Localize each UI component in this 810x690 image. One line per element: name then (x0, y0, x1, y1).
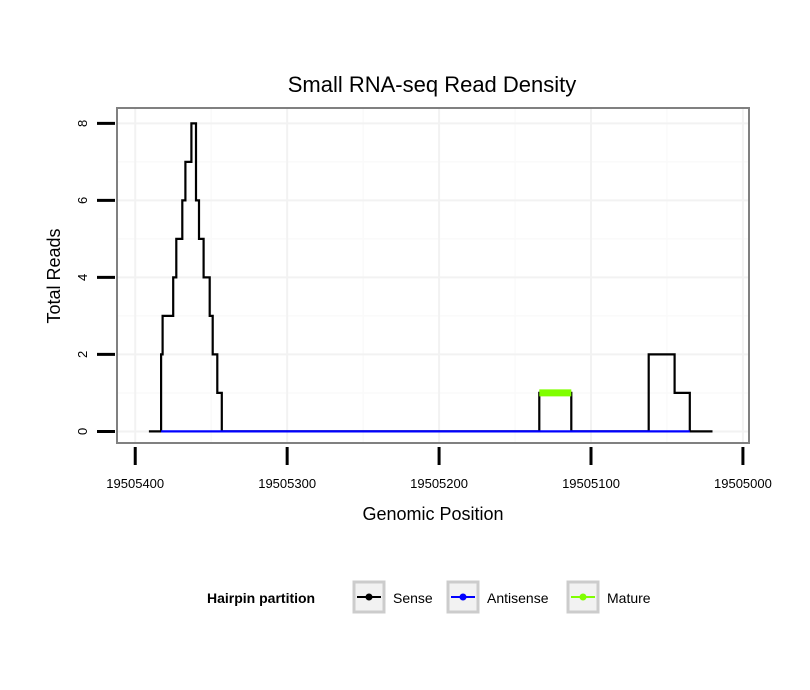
legend-label-antisense: Antisense (487, 590, 549, 606)
legend: Hairpin partition Sense Antisense Mature (207, 580, 651, 614)
y-tick-label: 8 (75, 120, 90, 127)
series-layer (148, 122, 713, 433)
legend-title: Hairpin partition (207, 590, 315, 606)
y-tick-label: 2 (75, 351, 90, 358)
chart-title: Small RNA-seq Read Density (288, 72, 577, 97)
plot-background (117, 108, 749, 443)
y-tick-label: 6 (75, 197, 90, 204)
legend-items: Sense Antisense Mature (352, 580, 651, 614)
x-tick-label: 19505100 (562, 476, 620, 491)
plot-panel (116, 107, 750, 444)
y-axis-title: Total Reads (44, 228, 64, 323)
x-axis: 19505400 19505300 19505200 19505100 19505000 (106, 447, 772, 491)
y-tick-label: 0 (75, 428, 90, 435)
x-tick-label: 19505300 (258, 476, 316, 491)
plot-border (116, 107, 750, 444)
legend-key-point (579, 593, 587, 601)
x-tick-label: 19505000 (714, 476, 772, 491)
minor-gridlines (117, 108, 749, 443)
series-line-sense (148, 122, 713, 433)
legend-key-point (365, 593, 373, 601)
y-axis: 0 2 4 6 8 (75, 120, 115, 435)
x-axis-title: Genomic Position (362, 504, 503, 524)
legend-key-point (459, 593, 467, 601)
x-tick-label: 19505200 (410, 476, 468, 491)
x-tick-label: 19505400 (106, 476, 164, 491)
y-tick-label: 4 (75, 274, 90, 281)
legend-label-sense: Sense (393, 590, 433, 606)
legend-label-mature: Mature (607, 590, 651, 606)
